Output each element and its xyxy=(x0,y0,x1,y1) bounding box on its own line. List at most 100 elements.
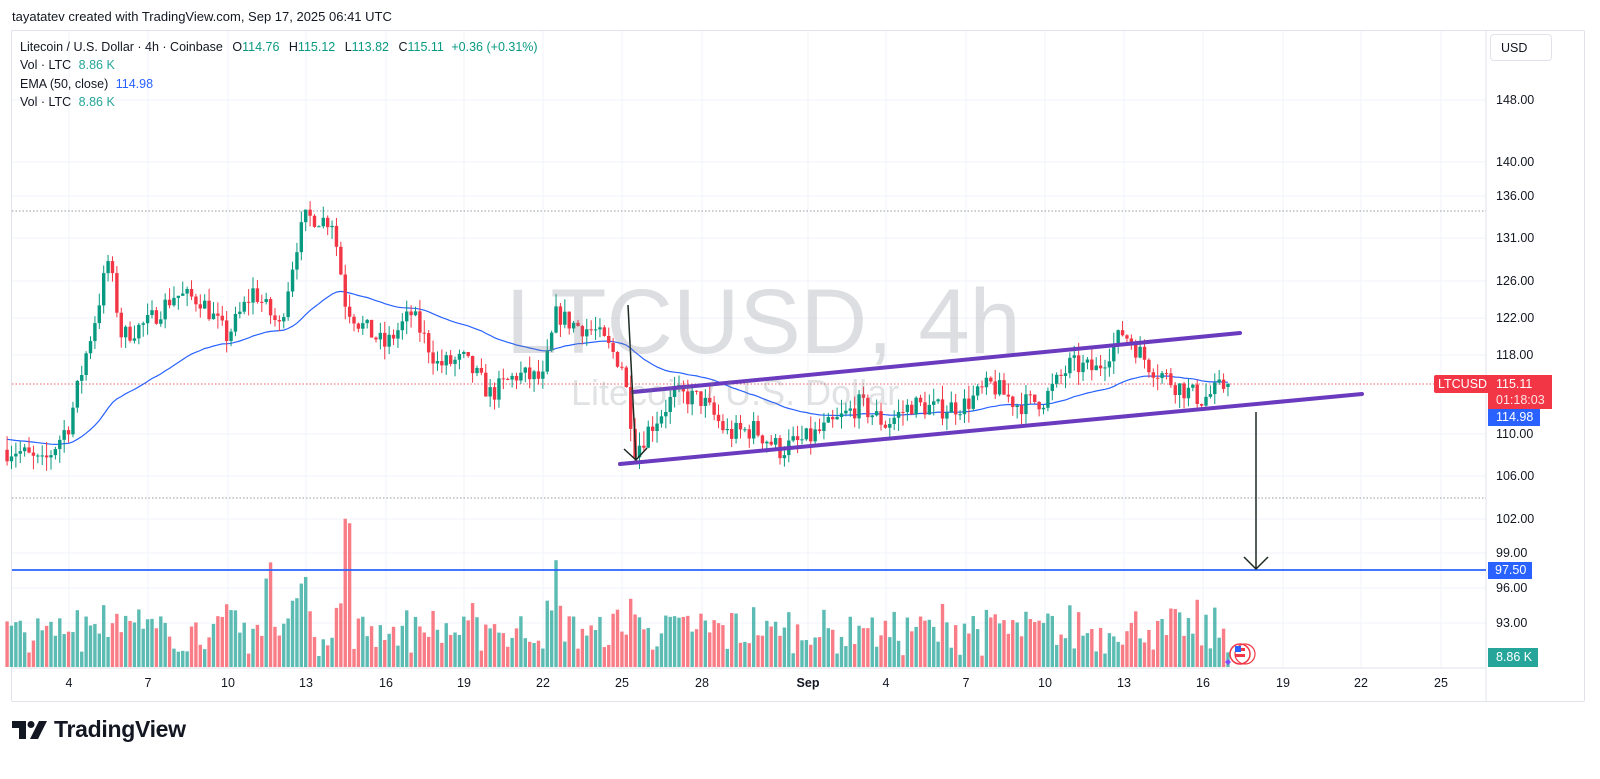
volume-bar xyxy=(870,617,874,667)
chart-frame[interactable] xyxy=(11,30,1585,702)
candle-body xyxy=(325,217,330,228)
volume-bar xyxy=(1116,641,1120,667)
candle-body xyxy=(769,441,773,445)
candle-body xyxy=(914,397,918,415)
volume-bar xyxy=(185,651,189,667)
candle-body xyxy=(387,334,391,347)
volume-bar xyxy=(747,643,751,667)
candle-body xyxy=(53,449,58,456)
volume-bar xyxy=(66,631,71,667)
volume-bar xyxy=(962,623,967,667)
candle-body xyxy=(896,411,901,418)
candle-body xyxy=(18,451,22,454)
candle-body xyxy=(479,367,484,373)
legend-volume2-row[interactable]: Vol · LTC 8.86 K xyxy=(20,93,538,111)
price-tick-label: 131.00 xyxy=(1496,231,1535,245)
volume-bar xyxy=(277,635,282,667)
candle-body xyxy=(321,217,325,227)
volume-bar xyxy=(440,642,444,667)
candle-body xyxy=(532,371,536,380)
candle-body xyxy=(536,371,541,379)
candle-body xyxy=(330,225,334,228)
volume-bar xyxy=(207,637,211,667)
candle-body xyxy=(927,404,932,415)
volume-bar xyxy=(883,620,888,667)
flag-stripe xyxy=(1235,654,1245,657)
volume-bar xyxy=(101,605,106,667)
volume-bar xyxy=(1050,615,1054,667)
volume-bar xyxy=(844,646,848,667)
candle-body xyxy=(708,397,712,403)
volume-bar xyxy=(339,603,343,667)
time-tick-label: 28 xyxy=(695,676,709,690)
candle-body xyxy=(1147,359,1151,373)
volume-bar xyxy=(1068,605,1072,667)
candle-body xyxy=(211,313,216,320)
volume-bar xyxy=(1164,635,1169,667)
volume-bar xyxy=(14,622,18,667)
candle-body xyxy=(400,321,405,331)
volume-bar xyxy=(914,626,918,667)
candle-body xyxy=(181,293,185,296)
volume-bar xyxy=(980,655,984,667)
tradingview-logo[interactable]: TradingView xyxy=(12,716,186,743)
candle-body xyxy=(260,301,264,303)
legend-main-row[interactable]: Litecoin / U.S. Dollar · 4h · Coinbase O… xyxy=(20,38,538,56)
candle-body xyxy=(607,335,611,343)
volume-bar xyxy=(633,614,637,667)
high-key: H xyxy=(288,40,298,54)
volume-bar xyxy=(1217,637,1221,667)
candle-body xyxy=(989,377,993,382)
candle-body xyxy=(773,438,778,445)
volume-bar xyxy=(501,633,506,667)
volume-bar xyxy=(809,644,813,667)
candle-body xyxy=(290,269,295,292)
legend-ema-row[interactable]: EMA (50, close) 114.98 xyxy=(20,75,538,93)
volume-bar xyxy=(159,616,163,667)
volume-bar xyxy=(317,655,321,667)
candle-body xyxy=(839,413,844,417)
candle-body xyxy=(251,288,255,303)
candle-body xyxy=(883,424,888,428)
candle-body xyxy=(514,375,519,381)
price-tick-label: 110.00 xyxy=(1496,427,1534,441)
time-tick-label: 10 xyxy=(221,676,235,690)
candle-body xyxy=(448,355,453,364)
volume-bar xyxy=(413,616,418,667)
candle-body xyxy=(611,342,615,353)
volume-bar xyxy=(967,633,971,667)
candle-body xyxy=(795,436,800,441)
volume-bar xyxy=(549,610,554,667)
volume-bar xyxy=(773,621,778,667)
volume-bar xyxy=(220,616,224,667)
volume-bar xyxy=(804,640,809,667)
volume-bar xyxy=(405,610,409,667)
candle-body xyxy=(932,401,936,405)
volume-bar xyxy=(299,583,304,667)
volume-bar xyxy=(260,635,264,667)
volume-bar xyxy=(172,648,176,667)
candle-body xyxy=(822,422,826,432)
volume-bar xyxy=(378,625,383,667)
time-tick-label: 16 xyxy=(379,676,393,690)
candle-body xyxy=(817,429,822,432)
volume-bar xyxy=(18,620,22,667)
legend-volume-row[interactable]: Vol · LTC 8.86 K xyxy=(20,56,538,74)
currency-button[interactable]: USD xyxy=(1490,34,1552,61)
candle-body xyxy=(664,411,668,417)
volume-bar xyxy=(923,620,927,667)
candle-body xyxy=(115,273,119,313)
attribution-text: tayatatev created with TradingView.com, … xyxy=(12,9,392,24)
candle-body xyxy=(62,430,66,440)
volume-bar xyxy=(71,632,75,667)
volume-bar xyxy=(1134,611,1138,667)
volume-bar xyxy=(233,610,238,667)
candle-body xyxy=(563,311,567,325)
volume-bar xyxy=(475,617,479,667)
volume-bar xyxy=(286,618,290,667)
time-tick-label: 4 xyxy=(882,676,890,690)
time-tick-label: Sep xyxy=(796,676,820,690)
volume-bar xyxy=(541,648,545,667)
candle-body xyxy=(413,311,418,316)
